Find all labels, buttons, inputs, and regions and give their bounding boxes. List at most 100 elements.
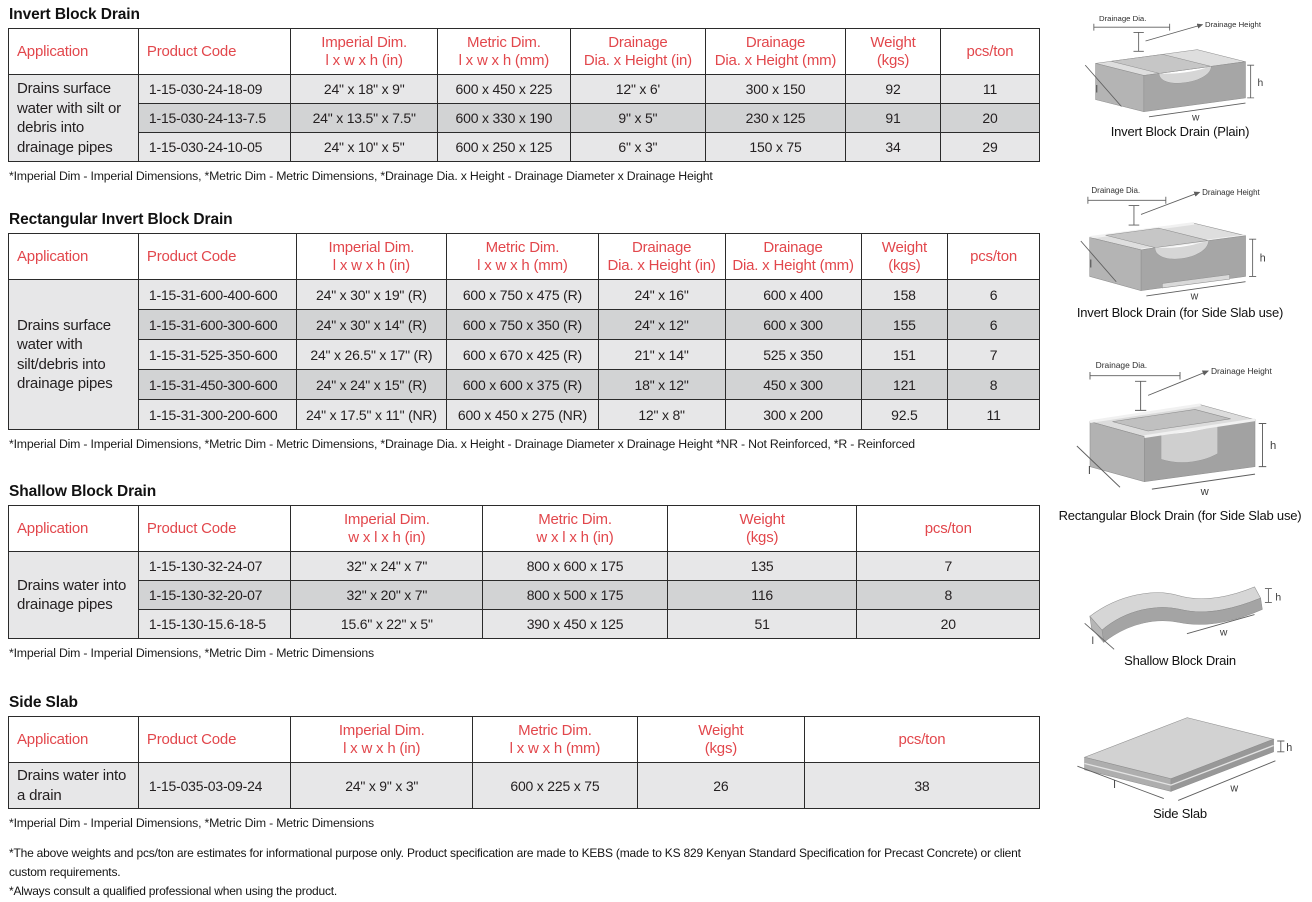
width-label: w <box>1219 627 1228 638</box>
table-cell: 6 <box>947 309 1040 340</box>
table-cell: 300 x 150 <box>704 74 847 104</box>
table-cell: 34 <box>845 132 941 162</box>
column-header: pcs/ton <box>939 28 1041 75</box>
column-header: Application <box>8 28 139 75</box>
product-code-cell: 1-15-035-03-09-24 <box>137 762 292 809</box>
table-cell: 121 <box>860 369 949 400</box>
column-header: Application <box>8 716 139 763</box>
drainage-height-label: Drainage Height <box>1205 20 1262 29</box>
table-cell: 600 x 670 x 425 (R) <box>446 339 599 370</box>
rectangular-invert-block-drain-table: Application Product Code Imperial Dim. l x … <box>8 233 1040 430</box>
table-cell: 6" x 3" <box>569 132 706 162</box>
section-invert-block-drain: Invert Block Drain Application Product Co… <box>8 6 1048 183</box>
drainage-height-label: Drainage Height <box>1211 366 1273 376</box>
drainage-dia-label: Drainage Dia. <box>1099 14 1146 23</box>
column-header: Metric Dim. l x w x h (mm) <box>436 28 571 75</box>
height-label: h <box>1258 78 1264 89</box>
height-label: h <box>1286 742 1292 754</box>
table-cell: 92.5 <box>860 399 949 430</box>
side-slab-table: Application Product Code Imperial Dim. l x … <box>8 716 1041 809</box>
page-disclaimer: *The above weights and pcs/ton are estim… <box>9 844 1048 902</box>
table-cell: 24" x 16" <box>597 279 726 310</box>
column-header: Metric Dim. l x w x h (mm) <box>446 233 599 280</box>
table-cell: 300 x 200 <box>724 399 862 430</box>
drainage-dia-label: Drainage Dia. <box>1091 186 1140 195</box>
product-code-cell: 1-15-130-15.6-18-5 <box>137 609 292 639</box>
table-cell: 24" x 10" x 5" <box>290 132 438 162</box>
table-cell: 230 x 125 <box>704 103 847 133</box>
length-label: l <box>1092 636 1094 647</box>
table-cell: 600 x 600 x 375 (R) <box>446 369 599 400</box>
table-footnote: *Imperial Dim - Imperial Dimensions, *Me… <box>9 437 915 451</box>
column-header: pcs/ton <box>803 716 1041 763</box>
table-cell: 600 x 300 <box>724 309 862 340</box>
column-header: pcs/ton <box>947 233 1040 280</box>
table-cell: 8 <box>947 369 1040 400</box>
column-header: Weight (kgs) <box>860 233 949 280</box>
table-cell: 6 <box>947 279 1040 310</box>
section-title: Rectangular Invert Block Drain <box>9 211 233 228</box>
column-header: Drainage Dia. x Height (mm) <box>704 28 847 75</box>
figure-caption: Invert Block Drain (for Side Slab use) <box>1076 305 1284 320</box>
column-header: Imperial Dim. l x w x h (in) <box>290 716 473 763</box>
table-cell: 600 x 225 x 75 <box>471 762 638 809</box>
length-label: l <box>1096 85 1098 96</box>
column-header: Application <box>8 505 139 552</box>
table-cell: 26 <box>636 762 805 809</box>
disclaimer-line-1: *The above weights and pcs/ton are estim… <box>9 846 1021 880</box>
invert-block-drain-table: Application Product Code Imperial Dim. l x … <box>8 28 1041 162</box>
table-cell: 20 <box>939 103 1041 133</box>
application-cell: Drains surface water with silt or debris… <box>8 74 139 162</box>
table-cell: 600 x 450 x 225 <box>436 74 571 104</box>
figure-rectangular-block-drain: Drainage Dia. Drainage Height l w h Re <box>1059 356 1302 523</box>
figure-invert-block-drain-plain: Drainage Dia. Drainage Height l w h Inve… <box>1060 10 1300 139</box>
table-cell: 158 <box>860 279 949 310</box>
table-cell: 150 x 75 <box>704 132 847 162</box>
table-cell: 18" x 12" <box>597 369 726 400</box>
table-cell: 21" x 14" <box>597 339 726 370</box>
drainage-height-label: Drainage Height <box>1202 188 1260 197</box>
table-footnote: *Imperial Dim - Imperial Dimensions, *Me… <box>9 816 374 830</box>
product-code-cell: 1-15-31-600-300-600 <box>137 309 297 340</box>
table-footnote: *Imperial Dim - Imperial Dimensions, *Me… <box>9 646 374 660</box>
table-footnote: *Imperial Dim - Imperial Dimensions, *Me… <box>9 169 713 183</box>
figure-caption: Invert Block Drain (Plain) <box>1110 124 1250 139</box>
column-header: Product Code <box>137 28 292 75</box>
table-cell: 24" x 9" x 3" <box>290 762 473 809</box>
column-header: Weight (kgs) <box>845 28 941 75</box>
table-cell: 525 x 350 <box>724 339 862 370</box>
column-header: Imperial Dim. l x w x h (in) <box>295 233 448 280</box>
height-label: h <box>1260 252 1266 264</box>
table-cell: 24" x 13.5" x 7.5" <box>290 103 438 133</box>
table-cell: 32" x 24" x 7" <box>290 551 484 581</box>
table-cell: 390 x 450 x 125 <box>482 609 668 639</box>
section-rectangular-invert-block-drain: Rectangular Invert Block Drain Applicati… <box>8 211 1048 451</box>
drainage-dia-label: Drainage Dia. <box>1096 360 1148 370</box>
table-cell: 600 x 750 x 350 (R) <box>446 309 599 340</box>
column-header: Imperial Dim. w x l x h (in) <box>290 505 484 552</box>
width-label: w <box>1191 112 1200 122</box>
figure-caption: Shallow Block Drain <box>1124 653 1236 668</box>
table-cell: 155 <box>860 309 949 340</box>
table-cell: 800 x 500 x 175 <box>482 580 668 610</box>
table-cell: 450 x 300 <box>724 369 862 400</box>
figure-invert-block-drain-side-slab: Drainage Dia. Drainage Height l w h <box>1060 179 1300 320</box>
application-cell: Drains water into drainage pipes <box>8 551 139 639</box>
table-cell: 8 <box>856 580 1040 610</box>
rectangular-block-drain-illustration: Drainage Dia. Drainage Height l w h <box>1076 360 1276 498</box>
width-label: w <box>1229 782 1238 794</box>
table-cell: 91 <box>845 103 941 133</box>
section-title: Shallow Block Drain <box>9 483 157 500</box>
table-cell: 11 <box>939 74 1041 104</box>
table-cell: 116 <box>666 580 858 610</box>
application-cell: Drains surface water with silt/debris in… <box>8 279 139 430</box>
column-header: Metric Dim. w x l x h (in) <box>482 505 668 552</box>
table-cell: 800 x 600 x 175 <box>482 551 668 581</box>
product-code-cell: 1-15-31-300-200-600 <box>137 399 297 430</box>
column-header: Drainage Dia. x Height (in) <box>597 233 726 280</box>
table-cell: 29 <box>939 132 1041 162</box>
column-header: Weight (kgs) <box>666 505 858 552</box>
table-cell: 92 <box>845 74 941 104</box>
figure-caption: Rectangular Block Drain (for Side Slab u… <box>1058 508 1302 523</box>
